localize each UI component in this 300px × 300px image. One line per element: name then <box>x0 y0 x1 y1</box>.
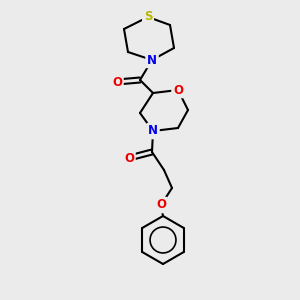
Text: O: O <box>173 83 183 97</box>
Text: O: O <box>124 152 134 164</box>
Text: O: O <box>112 76 122 88</box>
Text: N: N <box>147 53 157 67</box>
Text: N: N <box>148 124 158 137</box>
Text: S: S <box>144 11 152 23</box>
Text: O: O <box>156 199 166 212</box>
